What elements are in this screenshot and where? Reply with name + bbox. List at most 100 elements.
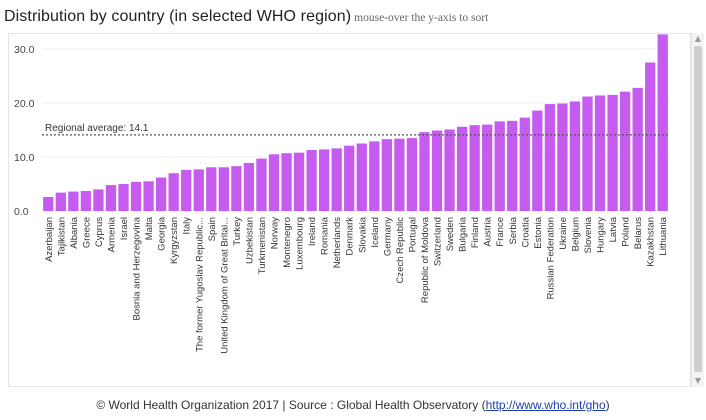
bar[interactable] [507, 120, 518, 211]
bar[interactable] [632, 87, 643, 211]
x-tick-label: Azerbaijan [44, 217, 55, 262]
x-tick-label: Armenia [106, 216, 117, 252]
title-row: Distribution by country (in selected WHO… [4, 8, 488, 26]
bar[interactable] [482, 124, 493, 211]
x-tick-label: Slovenia [583, 216, 594, 253]
bar[interactable] [68, 191, 79, 211]
x-tick-label: Austria [483, 216, 494, 246]
x-tick-label: Montenegro [282, 217, 293, 268]
bar[interactable] [582, 96, 593, 211]
y-tick-label[interactable]: 20.0 [14, 98, 35, 110]
bar[interactable] [645, 62, 656, 212]
bar[interactable] [181, 169, 192, 211]
vertical-scrollbar[interactable]: ▲ ▼ [691, 33, 704, 387]
bar[interactable] [406, 138, 418, 211]
bar[interactable] [55, 192, 66, 211]
bar[interactable] [356, 143, 367, 212]
x-tick-label: Georgia [157, 216, 168, 251]
x-tick-label: Portugal [407, 217, 418, 252]
y-tick-label[interactable]: 30.0 [14, 44, 35, 56]
x-tick-label: Croatia [520, 216, 531, 247]
bar[interactable] [381, 139, 392, 211]
bar[interactable] [105, 185, 117, 211]
bar[interactable] [544, 104, 556, 211]
bar[interactable] [193, 169, 204, 211]
x-tick-label: Ireland [307, 217, 318, 246]
bar[interactable] [243, 162, 255, 211]
bars [43, 34, 668, 211]
bar[interactable] [256, 158, 267, 211]
bar[interactable] [444, 129, 455, 211]
bar[interactable] [519, 117, 530, 211]
bar[interactable] [130, 181, 142, 211]
bar[interactable] [394, 138, 405, 211]
scroll-up-icon[interactable]: ▲ [694, 34, 702, 43]
scroll-thumb[interactable] [694, 46, 702, 372]
x-tick-label: Italy [182, 217, 193, 235]
x-tick-label: Hungary [596, 217, 607, 253]
bar[interactable] [281, 153, 292, 211]
bar[interactable] [80, 191, 92, 211]
source-link[interactable]: http://www.who.int/gho [485, 398, 606, 412]
bar[interactable] [268, 154, 280, 211]
x-tick-label: The former Yugoslav Republic... [194, 217, 205, 352]
x-tick-label: Uzbekistan [244, 217, 255, 264]
footer-prefix: © World Health Organization 2017 | Sourc… [96, 398, 486, 412]
x-tick-label: Finland [470, 217, 481, 248]
bar[interactable] [168, 173, 179, 211]
x-tick-label: Albania [69, 216, 80, 248]
scroll-down-icon[interactable]: ▼ [694, 376, 702, 385]
bar[interactable] [306, 149, 317, 211]
bar[interactable] [43, 196, 54, 211]
x-tick-label: Sweden [445, 217, 456, 251]
x-tick-label: Iceland [370, 217, 381, 248]
bar[interactable] [569, 101, 581, 211]
x-tick-label: Slovakia [357, 216, 368, 253]
x-tick-label: Luxembourg [295, 217, 306, 270]
bar[interactable] [118, 184, 129, 211]
sort-hint: mouse-over the y-axis to sort [354, 12, 489, 24]
bar[interactable] [532, 110, 543, 211]
bar[interactable] [657, 34, 668, 211]
x-tick-label: Kazakhstan [646, 217, 657, 267]
bar[interactable] [93, 189, 104, 211]
bar[interactable] [206, 167, 217, 211]
x-tick-label: Denmark [345, 217, 356, 256]
x-tick-label: Poland [621, 217, 632, 247]
bar[interactable] [369, 141, 380, 211]
x-axis: Azerbaijan Tajikistan Albania Greece Cyprus A… [44, 216, 669, 353]
bar[interactable] [557, 103, 568, 211]
bar[interactable] [607, 94, 618, 211]
x-tick-label: Czech Republic [395, 217, 406, 284]
x-tick-label: France [495, 217, 506, 247]
bar[interactable] [155, 177, 167, 211]
y-axis[interactable]: 0.0 10.0 20.0 30.0 [14, 44, 35, 218]
x-tick-label: Serbia [508, 216, 519, 244]
x-tick-label: Turkmenistan [257, 217, 268, 274]
bar[interactable] [143, 181, 154, 211]
bar[interactable] [231, 166, 242, 211]
x-tick-label: Norway [269, 217, 280, 249]
regional-average: Regional average: 14.1 [42, 123, 669, 136]
bar[interactable] [619, 91, 631, 211]
bar[interactable] [494, 121, 505, 211]
bar[interactable] [218, 167, 229, 211]
bar[interactable] [469, 125, 480, 211]
y-tick-label[interactable]: 10.0 [14, 152, 35, 164]
bar[interactable] [419, 132, 430, 211]
x-tick-label: Turkey [232, 217, 243, 246]
bar[interactable] [319, 149, 330, 211]
bar[interactable] [594, 95, 606, 211]
bar[interactable] [431, 130, 443, 211]
bar[interactable] [344, 145, 355, 211]
x-tick-label: Estonia [533, 216, 544, 248]
bar[interactable] [456, 126, 468, 211]
bar[interactable] [293, 152, 305, 211]
y-tick-label[interactable]: 0.0 [14, 206, 29, 218]
x-tick-label: Republic of Moldova [420, 216, 431, 303]
x-tick-label: Kyrgyzstan [169, 217, 180, 264]
bar-chart: Regional average: 14.1 0.0 10.0 20.0 30.0 A… [14, 34, 669, 354]
footer: © World Health Organization 2017 | Sourc… [0, 398, 706, 412]
bar[interactable] [331, 148, 342, 211]
x-tick-label: Lithuania [658, 216, 669, 255]
